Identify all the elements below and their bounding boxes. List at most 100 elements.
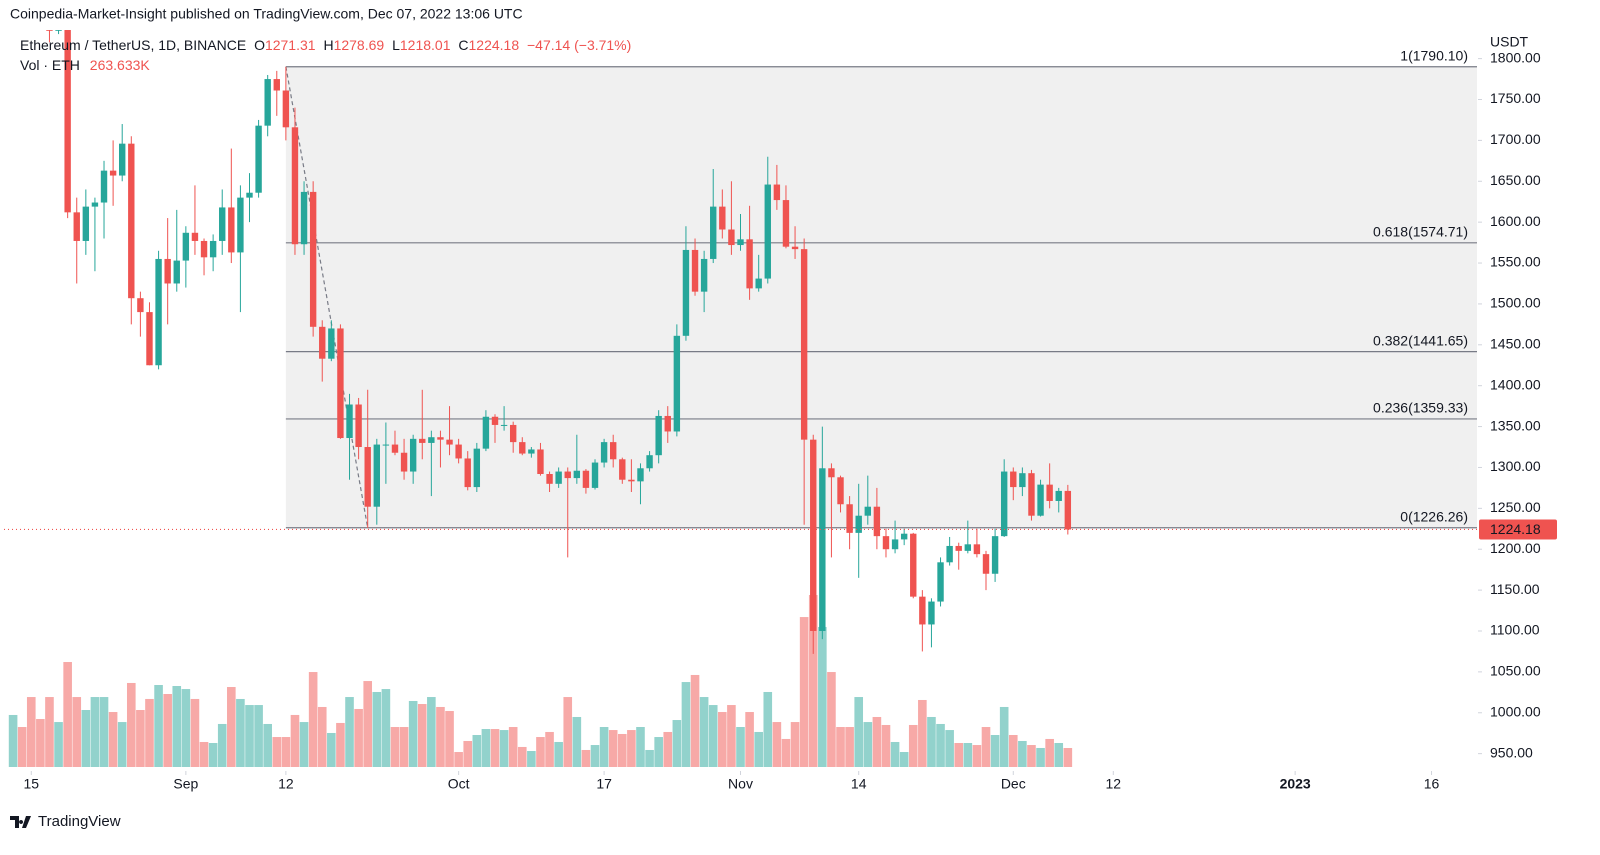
candle-body xyxy=(719,206,726,230)
volume-bar xyxy=(954,743,964,767)
volume-bar xyxy=(808,595,818,767)
volume-value: 263.633K xyxy=(90,57,151,73)
volume-bar xyxy=(763,691,773,767)
candle-body xyxy=(373,444,380,507)
volume-bar xyxy=(99,697,109,767)
candle-body xyxy=(455,444,462,459)
volume-bar xyxy=(81,710,91,767)
volume-bar xyxy=(918,699,927,767)
candle-body xyxy=(800,249,808,440)
candle-body xyxy=(46,30,53,31)
candle-body xyxy=(291,127,299,245)
volume-bar xyxy=(936,723,945,767)
candle-body xyxy=(928,601,935,625)
fib-label: 0.382(1441.65) xyxy=(1373,332,1468,348)
volume-bar xyxy=(572,716,582,767)
candle-body xyxy=(400,452,408,472)
volume-bar xyxy=(517,746,527,767)
candle-body xyxy=(855,515,862,533)
candle-body xyxy=(355,404,362,448)
candle-body xyxy=(437,437,444,440)
candle-body xyxy=(282,90,290,128)
candle-body xyxy=(746,239,753,289)
candle-body xyxy=(391,444,399,453)
candle-body xyxy=(591,462,599,488)
fib-zone xyxy=(285,66,1477,528)
candle-body xyxy=(1019,473,1026,488)
candle-body xyxy=(891,539,899,550)
volume-bar xyxy=(363,681,373,767)
y-tick-label: 1800.00 xyxy=(1490,49,1541,65)
candle-body xyxy=(382,444,390,446)
y-tick-label: 1100.00 xyxy=(1490,622,1540,638)
fib-label: 1(1790.10) xyxy=(1400,47,1468,63)
candle-body xyxy=(200,240,208,258)
volume-bar xyxy=(354,708,363,767)
volume-bar xyxy=(881,724,891,767)
candle-body xyxy=(628,479,635,482)
x-tick-label: Oct xyxy=(448,776,470,792)
candle-body xyxy=(146,312,153,366)
volume-bar xyxy=(690,674,700,767)
l-value: 1218.01 xyxy=(400,37,451,53)
candle-body xyxy=(646,455,653,469)
volume-bar xyxy=(981,727,991,767)
volume-bar xyxy=(890,741,900,767)
x-tick-label: Sep xyxy=(173,776,198,792)
volume-bar xyxy=(372,691,382,767)
y-tick-label: 1550.00 xyxy=(1490,254,1541,270)
candle-body xyxy=(682,249,690,336)
volume-bar xyxy=(899,752,909,767)
candle-body xyxy=(955,545,962,551)
candle-body xyxy=(328,328,335,359)
volume-bar xyxy=(254,705,263,767)
candle-body xyxy=(910,533,917,597)
o-label: O xyxy=(254,37,265,53)
candle-body xyxy=(1000,471,1008,537)
candle-body xyxy=(300,191,308,245)
volume-bar xyxy=(863,722,873,767)
candle-body xyxy=(537,449,544,474)
volume-bar xyxy=(445,711,454,767)
candle-body xyxy=(91,202,99,207)
volume-bar xyxy=(63,662,72,767)
y-tick-label: 1650.00 xyxy=(1490,172,1541,188)
candle-body xyxy=(128,143,135,299)
candle-body xyxy=(1064,490,1072,530)
candle-body xyxy=(964,544,972,551)
candle-body xyxy=(810,439,817,631)
fib-label: 0.618(1574.71) xyxy=(1373,224,1468,240)
candle-body xyxy=(828,468,835,478)
volume-bar xyxy=(463,740,473,767)
candle-body xyxy=(1010,471,1017,488)
volume-bar xyxy=(599,727,609,767)
ohlc-legend: Ethereum / TetherUS, 1D, BINANCE O1271.3… xyxy=(20,37,631,53)
volume-bar xyxy=(845,727,854,767)
candle-body xyxy=(264,79,271,126)
volume-bar xyxy=(381,689,391,767)
candle-body xyxy=(100,170,108,203)
volume-bar xyxy=(217,723,227,767)
candle-body xyxy=(73,212,80,241)
volume-bar xyxy=(154,684,163,767)
candle-body xyxy=(491,416,499,425)
candle-body xyxy=(209,240,217,258)
candle-body xyxy=(1046,484,1053,501)
volume-bar xyxy=(427,697,436,767)
x-tick-label: Nov xyxy=(728,776,753,792)
y-tick-label: 1600.00 xyxy=(1490,213,1541,229)
candle-body xyxy=(1055,490,1062,501)
candle-body xyxy=(973,544,981,555)
candle-body xyxy=(773,184,781,201)
candle-body xyxy=(246,192,253,198)
o-value: 1271.31 xyxy=(265,37,316,53)
volume-bar xyxy=(281,737,291,767)
candle-body xyxy=(428,437,435,443)
volume-bar xyxy=(745,712,754,767)
y-tick-label: 1700.00 xyxy=(1490,131,1541,147)
candle-body xyxy=(564,471,571,479)
candle-body xyxy=(173,260,180,284)
volume-bar xyxy=(527,751,536,767)
volume-bar xyxy=(172,686,182,767)
volume-bar xyxy=(299,722,309,767)
